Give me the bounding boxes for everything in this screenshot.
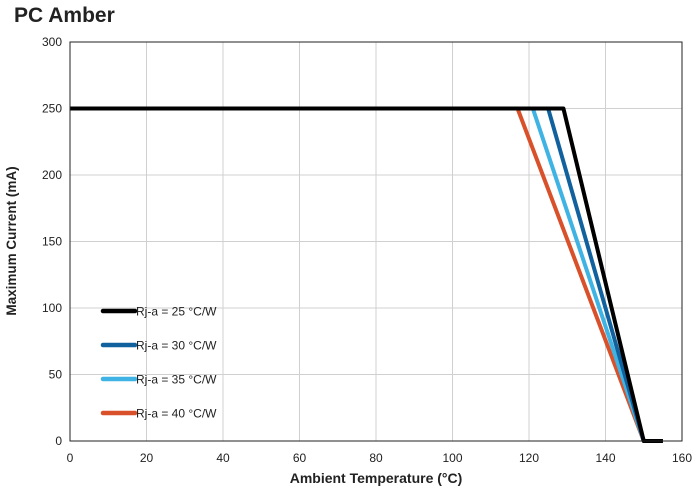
legend: Rj-a = 25 °C/W Rj-a = 30 °C/W Rj-a = 35 °C…: [100, 305, 217, 421]
y-tick-label: 0: [55, 434, 62, 448]
x-tick-label: 80: [369, 451, 383, 465]
x-tick-label: 140: [595, 451, 615, 465]
x-tick-label: 100: [442, 451, 462, 465]
x-tick-label: 40: [216, 451, 230, 465]
x-tick-label: 120: [519, 451, 539, 465]
y-tick-label: 200: [42, 168, 62, 182]
y-tick-label: 300: [42, 35, 62, 49]
y-tick-label: 50: [49, 368, 63, 382]
y-tick-label: 150: [42, 235, 62, 249]
chart-title: PC Amber: [14, 4, 115, 27]
x-tick-label: 160: [672, 451, 692, 465]
legend-label: Rj-a = 25 °C/W: [136, 305, 217, 319]
y-tick-label: 250: [42, 102, 62, 116]
legend-label: Rj-a = 40 °C/W: [136, 407, 217, 421]
x-tick-label: 20: [140, 451, 154, 465]
legend-label: Rj-a = 35 °C/W: [136, 373, 217, 387]
x-axis-ticks: 0 20 40 60 80 100 120 140 160: [67, 451, 693, 465]
legend-label: Rj-a = 30 °C/W: [136, 339, 217, 353]
x-axis-label: Ambient Temperature (°C): [289, 470, 463, 486]
plot-frame: [69, 41, 683, 442]
y-tick-label: 100: [42, 301, 62, 315]
x-tick-label: 60: [293, 451, 307, 465]
x-tick-label: 0: [67, 451, 74, 465]
y-axis-ticks: 0 50 100 150 200 250 300: [42, 35, 62, 448]
